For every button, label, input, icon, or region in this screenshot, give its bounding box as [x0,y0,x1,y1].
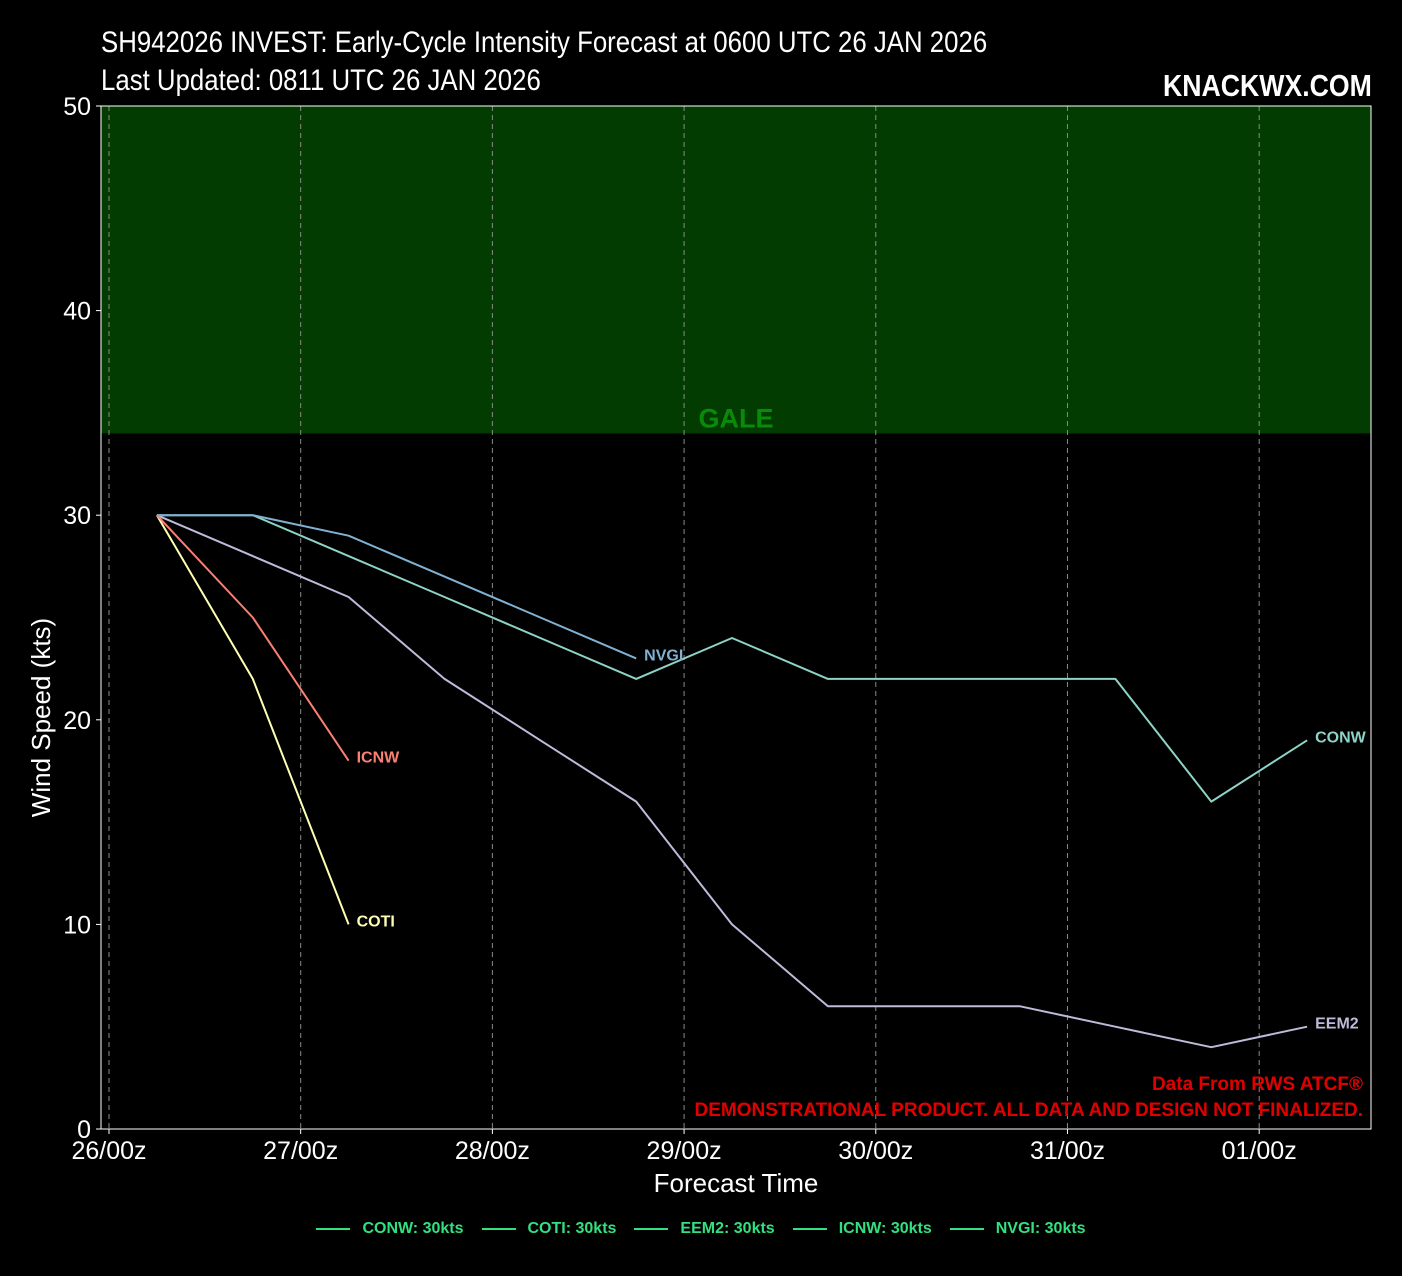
gale-label: GALE [698,403,773,433]
x-tick-label: 26/00z [71,1137,146,1165]
series-end-label-eem2: EEM2 [1315,1016,1359,1033]
x-tick-label: 31/00z [1030,1137,1105,1165]
legend-item: NVGI: 30kts [949,1220,1086,1238]
legend-label: NVGI: 30kts [995,1220,1086,1237]
chart-title: SH942026 INVEST: Early-Cycle Intensity F… [101,26,988,59]
series-end-label-icnw: ICNW [357,750,401,767]
brand-logo-text: KNACKWX.COM [1163,68,1372,103]
disclaimer-note: DEMONSTRATIONAL PRODUCT. ALL DATA AND DE… [695,1100,1364,1121]
legend-swatch [316,1228,351,1230]
legend-swatch [634,1228,669,1230]
x-tick-label: 28/00z [455,1137,530,1165]
legend-item: ICNW: 30kts [792,1220,932,1238]
y-tick-label: 10 [63,911,91,939]
data-source-note: Data From RWS ATCF® [1152,1074,1363,1095]
legend-label: CONW: 30kts [362,1220,464,1237]
series-line-coti [156,514,350,925]
legend: CONW: 30kts COTI: 30kts EEM2: 30kts ICNW… [0,1220,1402,1238]
x-axis-label: Forecast Time [654,1168,819,1198]
gale-band [101,106,1371,434]
legend-swatch [792,1228,827,1230]
series-line-nvgi [156,514,637,660]
x-tick-label: 30/00z [838,1137,913,1165]
x-tick-label: 01/00z [1222,1137,1297,1165]
legend-swatch [949,1228,984,1230]
y-tick-label: 50 [63,93,91,121]
legend-label: EEM2: 30kts [680,1220,775,1237]
x-tick-label: 27/00z [263,1137,338,1165]
y-tick-label: 30 [63,502,91,530]
y-tick-label: 0 [77,1116,91,1144]
x-tick-label: 29/00z [647,1137,722,1165]
series-line-conw [156,514,1308,803]
legend-item: EEM2: 30kts [634,1220,775,1238]
series-end-label-nvgi: NVGI [644,647,683,664]
y-tick-label: 40 [63,298,91,326]
series-end-label-coti: COTI [357,913,395,930]
y-tick-label: 20 [63,707,91,735]
intensity-chart: GALE CONW COTI EEM2 ICNW NVGI 26/00z 27/00z 28… [26,93,1372,1198]
legend-item: COTI: 30kts [481,1220,617,1238]
legend-label: ICNW: 30kts [838,1220,932,1237]
series-line-icnw [156,514,350,762]
legend-label: COTI: 30kts [527,1220,617,1237]
y-axis-label: Wind Speed (kts) [26,618,56,817]
series-line-eem2 [156,514,1308,1049]
series-end-label-conw: CONW [1315,729,1367,746]
last-updated: Last Updated: 0811 UTC 26 JAN 2026 [101,64,541,97]
legend-item: CONW: 30kts [316,1220,464,1238]
plot-frame [100,105,1372,1130]
legend-swatch [481,1228,516,1230]
